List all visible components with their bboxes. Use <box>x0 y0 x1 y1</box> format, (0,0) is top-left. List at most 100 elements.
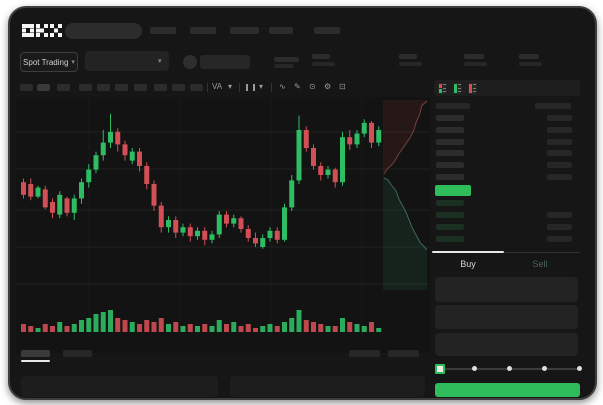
ask-amount-placeholder <box>547 139 572 145</box>
timeframe-button[interactable] <box>37 84 50 91</box>
timeframe-button[interactable] <box>134 84 147 91</box>
candlestick-chart-svg <box>16 97 430 337</box>
nav-item-placeholder[interactable] <box>314 27 340 34</box>
total-input[interactable] <box>435 333 578 356</box>
pair-name-placeholder <box>200 55 250 69</box>
stat-label-placeholder <box>519 54 539 59</box>
nav-item-placeholder[interactable] <box>190 27 216 34</box>
ask-price-placeholder[interactable] <box>436 174 464 180</box>
bid-segment <box>439 89 442 93</box>
price-change-placeholder <box>274 64 294 68</box>
price-input[interactable] <box>435 277 578 302</box>
buy-submit-button[interactable] <box>435 383 580 397</box>
price-chart[interactable] <box>16 97 430 353</box>
timeframe-button[interactable] <box>97 84 110 91</box>
line <box>458 91 461 92</box>
stat-label-placeholder <box>312 54 330 59</box>
timeframe-button[interactable] <box>20 84 33 91</box>
bid-price-placeholder[interactable] <box>436 200 464 206</box>
timeframe-button[interactable] <box>154 84 167 91</box>
toolbar-divider <box>271 83 272 92</box>
okx-logo <box>22 24 62 37</box>
slider-stop[interactable] <box>472 366 477 371</box>
chevron-down-icon[interactable]: ▾ <box>259 82 264 91</box>
draw-pencil-icon[interactable]: ✎ <box>294 82 301 91</box>
indicator-dropdown[interactable]: VA <box>212 82 223 91</box>
line <box>473 91 476 92</box>
line <box>458 87 461 89</box>
fullscreen-icon[interactable]: ⊡ <box>339 82 346 91</box>
line <box>458 84 461 85</box>
nav-item-placeholder[interactable] <box>269 27 293 34</box>
bid-amount-placeholder <box>547 212 572 218</box>
ask-price-placeholder[interactable] <box>436 139 464 145</box>
slider-handle[interactable] <box>435 364 445 374</box>
ask-segment <box>439 84 442 88</box>
timeframe-button[interactable] <box>79 84 92 91</box>
bid-amount-placeholder <box>547 236 572 242</box>
timeframe-button[interactable] <box>190 84 203 91</box>
stat-label-placeholder <box>399 54 417 59</box>
slider-stop[interactable] <box>577 366 582 371</box>
ask-amount-placeholder <box>547 174 572 180</box>
ask-price-placeholder[interactable] <box>436 127 464 133</box>
timeframe-button[interactable] <box>57 84 70 91</box>
ask-amount-placeholder <box>547 115 572 121</box>
ask-amount-placeholder <box>547 162 572 168</box>
timeframe-button[interactable] <box>172 84 185 91</box>
line <box>443 84 446 85</box>
chevron-down-icon: ▾ <box>158 58 162 65</box>
timeframe-button[interactable] <box>115 84 128 91</box>
ask-price-placeholder[interactable] <box>436 150 464 156</box>
stat-value-placeholder <box>399 62 422 66</box>
pair-selector-dropdown[interactable]: ▾ <box>85 51 169 71</box>
orderbook-amount-header-placeholder <box>535 103 571 109</box>
chevron-down-icon[interactable]: ▾ <box>228 82 233 91</box>
trade-mode-label: Spot Trading <box>23 57 69 67</box>
orderbook-view-bids-only-icon[interactable] <box>453 83 462 94</box>
assets-panel-placeholder <box>230 376 425 397</box>
tab-bar-border <box>504 252 580 253</box>
bid-price-placeholder[interactable] <box>436 224 464 230</box>
nav-item-placeholder[interactable] <box>230 27 259 34</box>
orderbook-last-price-badge[interactable] <box>435 185 471 196</box>
toolbar-divider <box>239 83 240 92</box>
line <box>473 84 476 85</box>
tab-buy[interactable]: Buy <box>460 259 476 269</box>
trade-mode-dropdown[interactable]: Spot Trading ▾ <box>20 52 78 72</box>
bid-price-placeholder[interactable] <box>436 236 464 242</box>
search-input[interactable] <box>65 23 142 39</box>
bid-price-placeholder[interactable] <box>436 212 464 218</box>
slider-stop[interactable] <box>507 366 512 371</box>
tab-sell[interactable]: Sell <box>532 259 548 269</box>
ask-amount-placeholder <box>547 150 572 156</box>
bottom-action-placeholder[interactable] <box>349 350 380 357</box>
bottom-tab-open-orders[interactable] <box>21 350 50 357</box>
pair-logo-icon <box>183 55 197 69</box>
stat-value-placeholder <box>519 62 542 66</box>
stat-label-placeholder <box>464 54 484 59</box>
settings-gear-icon[interactable]: ⚙ <box>324 82 332 91</box>
orderbook-view-combined-icon[interactable] <box>438 83 447 94</box>
bottom-action-placeholder[interactable] <box>388 350 419 357</box>
ask-price-placeholder[interactable] <box>436 162 464 168</box>
bottom-tab-underline <box>21 360 50 362</box>
nav-item-placeholder[interactable] <box>150 27 176 34</box>
candle-style-icon[interactable] <box>246 84 255 91</box>
bottom-tab-history[interactable] <box>63 350 92 357</box>
bid-amount-placeholder <box>547 224 572 230</box>
line <box>473 87 476 89</box>
orderbook-view-asks-only-icon[interactable] <box>468 83 477 94</box>
segment <box>469 84 472 93</box>
chevron-down-icon: ▾ <box>71 58 75 66</box>
app-window: Spot Trading ▾ ▾ VA ▾ ▾ ∿ ✎ ⊙ ⚙ ⊡ <box>8 6 597 400</box>
segment <box>454 84 457 93</box>
stat-value-placeholder <box>312 62 335 66</box>
amount-input[interactable] <box>435 305 578 329</box>
ask-price-placeholder[interactable] <box>436 115 464 121</box>
camera-icon[interactable]: ⊙ <box>309 82 316 91</box>
line-wave-icon[interactable]: ∿ <box>279 82 286 91</box>
stat-value-placeholder <box>464 62 487 66</box>
slider-stop[interactable] <box>542 366 547 371</box>
line <box>443 87 446 89</box>
